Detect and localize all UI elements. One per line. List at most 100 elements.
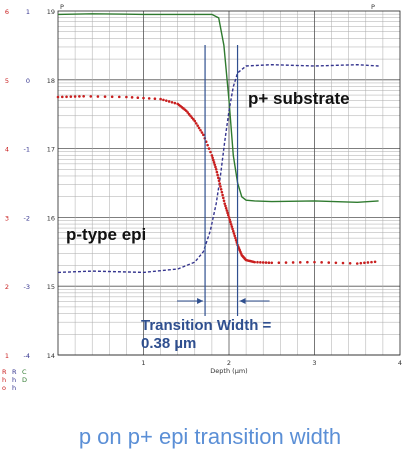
series-2-point	[231, 229, 235, 233]
series-2-point	[225, 209, 229, 212]
series-2-point	[89, 95, 93, 98]
series-2-point	[130, 96, 134, 99]
series-2-point	[82, 95, 85, 98]
series-2-point	[220, 190, 224, 194]
series-2-point	[218, 182, 222, 185]
series-2-point	[320, 261, 323, 264]
series-2-point	[207, 147, 211, 150]
annotation-epi: p-type epi	[66, 225, 146, 244]
axis-legend-c: C	[22, 368, 27, 376]
series-2-point	[348, 261, 352, 265]
series-2-point	[209, 150, 212, 154]
y2-tick-label: -1	[24, 146, 30, 154]
series-2-point	[226, 211, 229, 215]
series-2-point	[153, 97, 157, 101]
series-2-point	[267, 261, 271, 264]
axis-legend-h2: h	[12, 376, 16, 384]
y3-tick-label: 1	[5, 352, 9, 360]
series-2-point	[277, 261, 281, 264]
series-2-point	[190, 116, 194, 119]
y3-tick-label: 6	[5, 8, 9, 16]
series-2-point	[226, 213, 230, 217]
annotation-transition-line2: 0.38 µm	[141, 335, 196, 352]
series-2-point	[125, 95, 128, 99]
series-2-point	[216, 173, 219, 177]
series-2-point	[298, 261, 302, 264]
series-2-point	[215, 170, 219, 174]
annotation-transition-line1: Transition Width =	[141, 317, 272, 334]
series-2-point	[193, 119, 197, 123]
series-2-point	[187, 112, 191, 116]
series-2-point	[224, 206, 228, 210]
series-2-point	[96, 95, 100, 98]
series-2-point	[313, 260, 316, 264]
series-2-point	[261, 261, 265, 264]
axis-legend-r2: R	[12, 368, 17, 376]
series-2-point	[234, 236, 237, 240]
series-2-point	[194, 122, 198, 125]
series-2-point	[222, 196, 225, 200]
transition-arrowhead-right	[239, 298, 246, 304]
series-2-point	[212, 161, 216, 164]
series-2-point	[60, 95, 64, 99]
series-1-line	[57, 63, 379, 274]
corner-mark-left: P	[60, 3, 64, 11]
series-2-point	[173, 101, 177, 105]
axis-legend-h1: h	[2, 376, 6, 384]
annotation-substrate: p+ substrate	[248, 89, 350, 108]
series-2-point	[159, 97, 162, 101]
series-2-point	[253, 260, 256, 264]
series-2-point	[219, 188, 223, 191]
y3-tick-label: 5	[5, 77, 9, 85]
series-2-point	[214, 167, 218, 171]
series-2-point	[211, 156, 214, 160]
series-2-point	[167, 100, 171, 103]
series-2-point	[284, 261, 288, 264]
plot-background	[0, 0, 420, 424]
series-2-point	[110, 95, 114, 99]
series-2-point	[217, 176, 220, 180]
y-tick-label: 19	[47, 8, 55, 16]
series-2-point	[212, 158, 215, 162]
series-2-point	[206, 143, 209, 147]
series-2-point	[73, 95, 77, 98]
y-tick-label: 18	[47, 77, 55, 85]
x-tick-label: 4	[398, 359, 402, 367]
axis-legend-o: o	[2, 384, 6, 392]
series-2-point	[136, 96, 140, 99]
series-2-point	[291, 261, 295, 264]
plot-frame	[57, 10, 401, 356]
series-2-point	[224, 204, 227, 208]
series-2-point	[214, 165, 217, 169]
x-tick-label: 3	[312, 359, 316, 367]
series-2-point	[170, 100, 174, 104]
series-2-point	[200, 131, 204, 134]
axis-legend-h3: h	[12, 384, 16, 392]
series-2-point	[103, 95, 107, 98]
axis-legend: R h o R h h C D	[2, 368, 27, 392]
series-2-point	[65, 95, 68, 99]
series-2-point	[199, 128, 202, 132]
series-2-point	[189, 114, 192, 118]
series-2-point	[221, 193, 224, 197]
series-2-point	[334, 261, 338, 265]
y2-tick-label: -4	[24, 352, 30, 360]
y2-tick-label: 1	[26, 8, 30, 16]
series-2-point	[186, 111, 189, 114]
series-2-point	[355, 262, 359, 265]
series-2-point	[223, 202, 227, 205]
y3-tick-label: 4	[5, 146, 9, 154]
series-2-point	[363, 261, 366, 265]
series-2-point	[217, 179, 221, 183]
y2-tick-label: -2	[24, 214, 30, 222]
series-2-point	[231, 227, 234, 231]
series-2-point	[259, 261, 262, 264]
series-2-point	[117, 95, 121, 99]
series-2-point	[229, 220, 232, 224]
series-2-point	[142, 96, 145, 100]
series-2-point	[210, 154, 214, 157]
series-2-point	[256, 260, 259, 264]
y3-tick-label: 3	[5, 214, 9, 222]
x-tick-label: 2	[227, 359, 231, 367]
